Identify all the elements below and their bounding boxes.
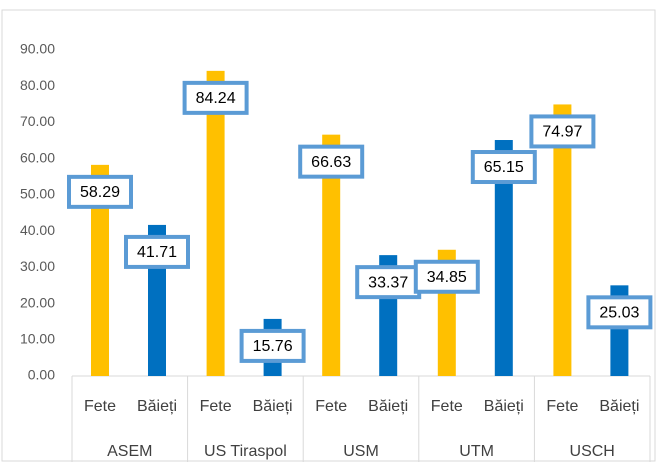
x-tick-label: Fete — [84, 398, 116, 415]
data-label: 25.03 — [599, 305, 639, 322]
y-tick-label: 70.00 — [20, 113, 55, 129]
x-tick-label: Băieți — [137, 398, 177, 415]
x-group-label: US Tiraspol — [204, 443, 287, 460]
bar — [206, 70, 225, 376]
x-tick-label: Fete — [431, 398, 463, 415]
data-label-box — [124, 234, 190, 269]
bar — [322, 134, 341, 376]
y-tick-label: 50.00 — [20, 186, 55, 202]
x-tick-label: Fete — [200, 398, 232, 415]
x-group-label: UTM — [459, 443, 494, 460]
y-tick-label: 20.00 — [20, 294, 55, 310]
y-tick-label: 80.00 — [20, 77, 55, 93]
data-label-box — [355, 265, 422, 300]
data-label: 84.24 — [196, 90, 236, 107]
bar — [91, 164, 109, 376]
x-tick-label: Fete — [546, 398, 578, 415]
data-label-box — [182, 80, 249, 115]
data-label: 74.97 — [542, 124, 582, 141]
data-label-box — [413, 259, 480, 294]
x-tick-label: Băieți — [253, 398, 293, 415]
y-tick-label: 40.00 — [20, 222, 55, 238]
data-label: 65.15 — [484, 159, 524, 176]
y-tick-label: 90.00 — [20, 41, 55, 57]
data-label-box — [298, 144, 365, 179]
x-tick-label: Băieți — [599, 398, 639, 415]
y-tick-label: 30.00 — [20, 258, 55, 274]
y-tick-label: 10.00 — [20, 330, 55, 346]
x-group-label: ASEM — [107, 443, 152, 460]
x-group-label: USM — [343, 443, 379, 460]
data-label: 33.37 — [368, 274, 408, 291]
x-tick-label: Băieți — [368, 398, 408, 415]
data-label-box — [67, 174, 133, 209]
data-label-box — [239, 328, 306, 363]
bar — [553, 104, 572, 376]
x-tick-label: Băieți — [484, 398, 524, 415]
data-label-box — [470, 150, 537, 185]
x-tick-label: Fete — [315, 398, 347, 415]
y-tick-label: 0.00 — [28, 367, 55, 383]
data-label: 66.63 — [311, 154, 351, 171]
data-label: 41.71 — [137, 244, 177, 261]
x-group-label: USCH — [570, 443, 615, 460]
data-label-box — [586, 295, 653, 330]
bar — [494, 140, 513, 376]
data-label: 34.85 — [427, 269, 467, 286]
data-label: 58.29 — [80, 184, 120, 201]
data-label-box — [529, 114, 596, 149]
data-label: 15.76 — [253, 338, 293, 355]
y-tick-label: 60.00 — [20, 149, 55, 165]
